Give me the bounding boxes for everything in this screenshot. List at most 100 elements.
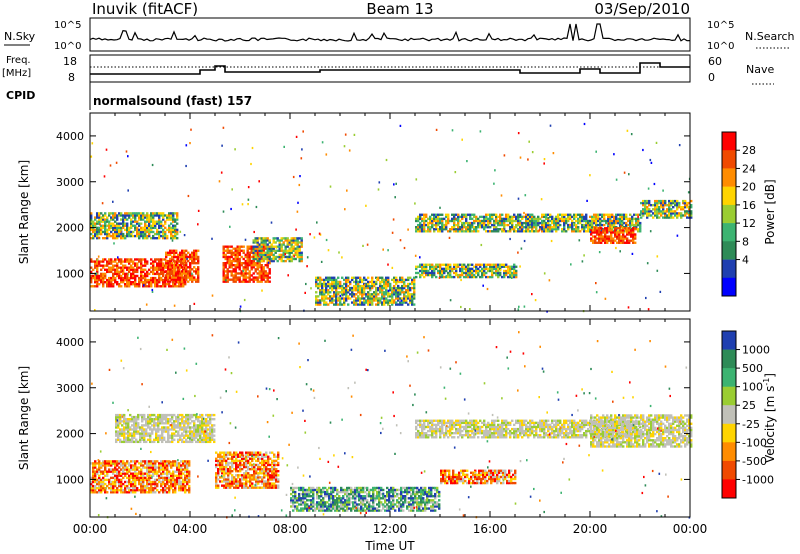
- heatmap-cell: [108, 468, 111, 471]
- heatmap-cell: [172, 228, 175, 232]
- heatmap-cell: [316, 221, 318, 224]
- heatmap-cell: [146, 228, 149, 232]
- heatmap-cell: [92, 260, 95, 263]
- heatmap-cell: [144, 491, 147, 494]
- heatmap-cell: [282, 251, 285, 254]
- heatmap-cell: [280, 255, 283, 259]
- heatmap-cell: [347, 280, 350, 284]
- heatmap-cell: [230, 278, 233, 281]
- heatmap-cell: [527, 221, 530, 225]
- heatmap-cell: [267, 484, 270, 487]
- heatmap-cell: [587, 228, 590, 231]
- heatmap-cell: [487, 217, 490, 221]
- heatmap-cell: [497, 223, 500, 227]
- heatmap-cell: [617, 219, 620, 223]
- heatmap-cell: [654, 208, 657, 211]
- heatmap-cell: [263, 472, 266, 475]
- heatmap-cell: [94, 276, 97, 280]
- heatmap-cell: [182, 480, 185, 484]
- heatmap-cell: [461, 226, 464, 229]
- heatmap-cell: [232, 257, 235, 261]
- heatmap-cell: [447, 271, 450, 275]
- heatmap-cell: [258, 253, 261, 257]
- heatmap-cell: [371, 282, 374, 286]
- heatmap-cell: [182, 460, 185, 463]
- heatmap-cell: [319, 291, 322, 294]
- heatmap-cell: [419, 221, 422, 225]
- heatmap-cell: [169, 274, 172, 277]
- heatmap-cell: [160, 278, 163, 282]
- heatmap-cell: [387, 291, 390, 294]
- heatmap-cell: [571, 230, 574, 233]
- heatmap-cell: [146, 216, 149, 219]
- heatmap-cell: [268, 251, 271, 254]
- heatmap-cell: [321, 299, 324, 302]
- heatmap-cell: [129, 413, 132, 417]
- heatmap-cell: [136, 232, 139, 236]
- heatmap-cell: [630, 233, 633, 236]
- heatmap-cell: [98, 212, 101, 215]
- heatmap-cell: [419, 269, 422, 273]
- heatmap-cell: [266, 257, 269, 261]
- heatmap-cell: [465, 267, 468, 271]
- heatmap-cell: [255, 476, 258, 479]
- heatmap-cell: [178, 468, 181, 471]
- heatmap-cell: [473, 228, 476, 231]
- heatmap-cell: [294, 251, 297, 254]
- heatmap-cell: [431, 226, 434, 229]
- heatmap-cell: [297, 201, 299, 204]
- heatmap-cell: [94, 222, 97, 225]
- heatmap-cell: [321, 282, 324, 286]
- heatmap-cell: [391, 266, 394, 269]
- heatmap-cell: [189, 253, 192, 257]
- heatmap-cell: [242, 245, 245, 248]
- heatmap-cell: [128, 478, 131, 482]
- heatmap-cell: [547, 228, 550, 231]
- heatmap-cell: [148, 283, 151, 286]
- heatmap-cell: [543, 272, 546, 275]
- heatmap-cell: [152, 480, 155, 484]
- heatmap-cell: [391, 301, 394, 304]
- heatmap-cell: [225, 459, 228, 463]
- heatmap-cell: [104, 232, 107, 236]
- heatmap-cell: [96, 237, 99, 240]
- heatmap-cell: [587, 221, 590, 225]
- heatmap-cell: [594, 237, 597, 240]
- heatmap-cell: [269, 470, 272, 473]
- heatmap-cell: [249, 453, 252, 456]
- heatmap-cell: [172, 484, 175, 488]
- heatmap-cell: [178, 476, 181, 480]
- heatmap-cell: [252, 262, 255, 265]
- heatmap-cell: [99, 223, 101, 226]
- heatmap-cell: [124, 462, 127, 465]
- heatmap-cell: [269, 457, 272, 460]
- heatmap-cell: [104, 276, 107, 280]
- heatmap-cell: [136, 274, 139, 278]
- heatmap-cell: [441, 213, 444, 216]
- heatmap-cell: [221, 457, 224, 460]
- heatmap-cell: [184, 466, 187, 469]
- heatmap-cell: [102, 464, 105, 467]
- heatmap-cell: [132, 212, 135, 215]
- heatmap-cell: [437, 263, 440, 266]
- heatmap-cell: [598, 233, 601, 236]
- heatmap-cell: [268, 253, 271, 257]
- heatmap-cell: [112, 228, 115, 232]
- heatmap-cell: [121, 420, 124, 423]
- heatmap-cell: [116, 232, 119, 236]
- heatmap-cell: [266, 249, 269, 252]
- heatmap-cell: [260, 243, 263, 246]
- heatmap-cell: [286, 239, 289, 242]
- heatmap-cell: [461, 267, 464, 271]
- heatmap-cell: [140, 281, 143, 284]
- heatmap-cell: [642, 148, 644, 152]
- heatmap-cell: [507, 215, 510, 219]
- y-tick-label: 3000: [56, 176, 84, 189]
- heatmap-cell: [269, 468, 272, 471]
- heatmap-cell: [491, 213, 494, 216]
- heatmap-cell: [126, 470, 129, 473]
- heatmap-cell: [243, 478, 246, 481]
- heatmap-cell: [221, 144, 223, 147]
- heatmap-cell: [617, 213, 620, 216]
- heatmap-cell: [603, 213, 606, 216]
